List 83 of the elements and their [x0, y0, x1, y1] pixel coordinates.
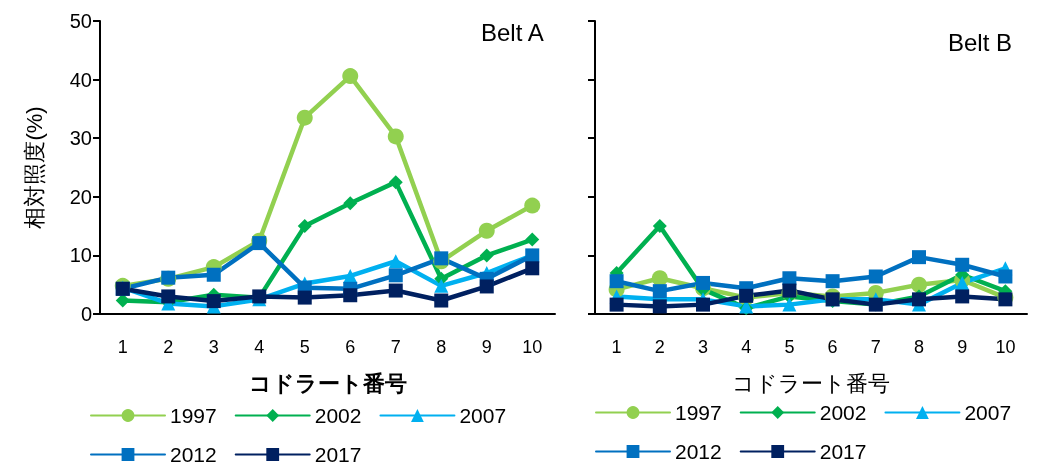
point — [434, 251, 449, 266]
point — [206, 294, 221, 309]
legend-label: 2007 — [964, 401, 1012, 424]
point — [343, 288, 358, 303]
x-tick-label: 3 — [208, 337, 219, 357]
x-tick-label: 6 — [827, 337, 838, 357]
legend-label: 2002 — [819, 401, 867, 424]
annotation: Belt A — [480, 18, 544, 46]
point — [955, 289, 970, 304]
x-tick-label: 1 — [611, 337, 622, 357]
x-tick-label: 6 — [345, 337, 356, 357]
point — [525, 232, 540, 247]
legend-label: 2017 — [314, 443, 362, 466]
point — [297, 290, 312, 305]
point — [652, 299, 667, 314]
point — [206, 267, 221, 282]
x-tick-label: 3 — [697, 337, 709, 357]
point — [912, 250, 926, 265]
point — [161, 289, 176, 304]
point — [696, 297, 710, 312]
point — [479, 248, 494, 263]
legend-label: 1997 — [675, 401, 722, 424]
x-axis-title: コドラート番号 — [732, 370, 890, 396]
point — [868, 269, 883, 284]
point — [388, 175, 403, 190]
y-tick-label: 10 — [69, 244, 92, 267]
point — [609, 274, 624, 289]
point — [696, 275, 710, 290]
y-tick-label: 40 — [69, 68, 92, 91]
x-tick-label: 9 — [481, 337, 492, 357]
point — [434, 293, 449, 308]
legend-label: 2007 — [459, 404, 507, 427]
point — [782, 271, 797, 286]
x-tick-label: 2 — [163, 337, 174, 357]
x-tick-label: 4 — [741, 337, 752, 357]
y-tick-label: 30 — [69, 127, 92, 150]
point — [388, 254, 403, 269]
x-tick-label: 8 — [913, 337, 925, 357]
point — [652, 284, 667, 299]
point — [387, 128, 404, 145]
x-tick-label: 5 — [784, 337, 795, 357]
x-tick-label: 5 — [299, 337, 310, 357]
point — [825, 274, 840, 289]
point — [252, 236, 267, 251]
y-tick-label: 20 — [69, 185, 92, 208]
legend-label: 2012 — [675, 440, 722, 463]
point — [342, 68, 359, 85]
x-tick-label: 1 — [117, 337, 128, 357]
point — [296, 109, 313, 126]
point — [525, 261, 540, 276]
annotation: Belt B — [947, 28, 1012, 56]
point — [998, 269, 1013, 284]
x-tick-label: 2 — [654, 337, 665, 357]
point — [388, 283, 403, 298]
x-tick-label: 10 — [995, 337, 1016, 357]
y-tick-label: 0 — [80, 303, 92, 325]
point — [524, 197, 541, 214]
x-axis-title: コドラート番号 — [248, 370, 407, 396]
point — [955, 257, 970, 272]
point — [388, 268, 403, 283]
legend-label: 1997 — [170, 404, 217, 427]
point — [651, 270, 668, 287]
legend-label: 2002 — [314, 404, 362, 427]
point — [115, 293, 130, 308]
point — [782, 297, 797, 312]
x-tick-label: 10 — [522, 337, 543, 357]
y-axis-title: 相対照度(%) — [21, 106, 47, 229]
y-tick-label: 50 — [69, 10, 92, 32]
x-tick-label: 8 — [436, 337, 447, 357]
x-tick-label: 7 — [870, 337, 881, 357]
point — [911, 276, 927, 293]
point — [434, 278, 449, 293]
x-tick-label: 7 — [390, 337, 401, 357]
point — [478, 222, 495, 239]
legend-label: 2012 — [170, 443, 217, 466]
point — [479, 279, 494, 294]
legend-label: 2017 — [819, 440, 867, 463]
x-tick-label: 9 — [957, 337, 968, 357]
point — [343, 196, 358, 211]
point — [652, 219, 667, 234]
point — [609, 297, 624, 312]
point — [297, 219, 312, 234]
x-tick-label: 4 — [254, 337, 265, 357]
